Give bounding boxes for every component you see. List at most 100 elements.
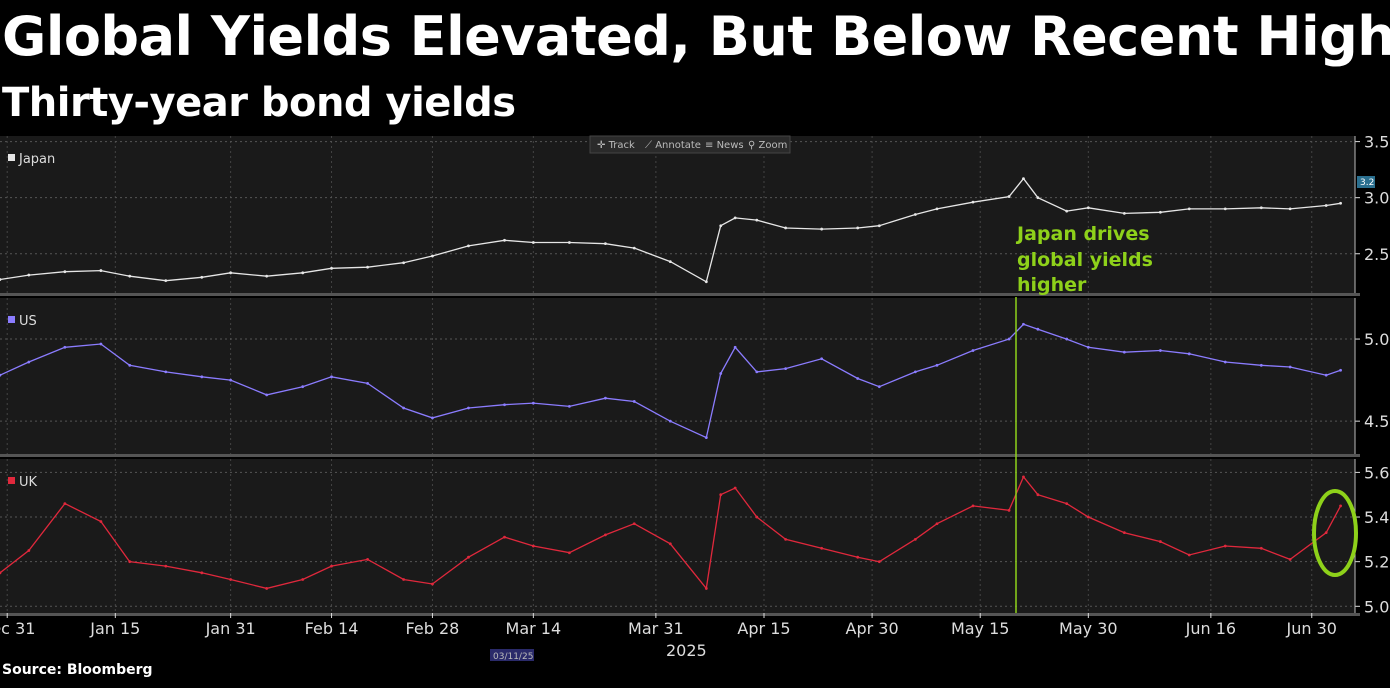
data-point [856,555,860,559]
x-tick-label: Mar 14 [506,619,562,638]
data-point [935,207,939,211]
x-tick-label: Apr 15 [737,619,790,638]
data-point [877,224,881,228]
data-point [531,401,535,405]
data-point [935,522,939,526]
chart-toolbar: ✛ Track ⟋ Annotate ≡ News ⚲ Zoom [589,135,791,154]
data-point [229,271,233,275]
data-point [1223,360,1227,364]
panel-separator [0,293,1360,296]
data-point [1065,502,1069,506]
zoom-button[interactable]: ⚲ Zoom [748,140,787,151]
source-label: Source: Bloomberg [2,662,153,678]
data-point [971,200,975,204]
data-point [604,242,607,246]
data-point [1259,546,1263,550]
y-tick-label: 2.5 [1364,245,1389,264]
legend-swatch [8,154,15,161]
data-point [668,419,672,423]
data-point [467,555,470,559]
data-point [1007,508,1011,512]
data-point [265,274,269,278]
data-point [164,564,168,568]
data-point [63,270,67,274]
data-point [1223,207,1227,211]
data-point [99,269,103,272]
data-point [503,403,506,407]
data-point [1288,558,1292,561]
x-tick-label: Jan 15 [89,619,140,638]
data-point [301,385,305,389]
panel-background [0,298,1355,454]
y-tick-label: 5.0 [1364,597,1389,616]
data-point [164,279,168,283]
data-point [531,544,535,548]
data-point [467,244,470,248]
chart-title: Global Yields Elevated, But Below Recent… [2,5,1390,68]
data-point [63,345,67,349]
y-tick-label: 5.6 [1364,463,1389,482]
data-point [1122,211,1126,215]
x-tick-label: Jun 30 [1286,619,1337,638]
year-label: 2025 [666,641,707,660]
data-point [431,582,434,586]
data-point [402,406,406,410]
data-point [301,271,305,275]
data-point [1288,365,1292,369]
annotate-button[interactable]: ⟋ Annotate [645,140,701,151]
data-point [200,275,204,279]
data-point [668,542,672,546]
annotation-line-1: Japan drives [1015,223,1150,245]
data-point [1324,204,1328,207]
track-button[interactable]: ✛ Track [597,140,635,151]
legend-label: Japan [18,152,55,167]
data-point [99,342,103,346]
data-point [1187,553,1191,557]
data-point [567,551,571,555]
data-point [632,246,636,250]
data-point [27,549,31,552]
data-point [200,571,204,575]
data-point [128,363,132,367]
x-tick-label: Jan 31 [205,619,256,638]
data-point [1086,206,1090,210]
data-point [1158,210,1162,214]
data-point [567,404,571,408]
data-point [1036,327,1040,331]
data-point [301,578,305,581]
date-marker: 03/11/25 [493,652,533,662]
data-point [1339,368,1342,372]
data-point [755,515,759,519]
data-point [503,535,506,539]
data-point [431,254,434,258]
data-point [820,357,824,361]
data-point [265,393,269,397]
data-point [1122,350,1126,354]
y-tick-label: 3.0 [1364,189,1389,208]
x-tick-label: Feb 28 [406,619,460,638]
annotation-line-2: global yields [1017,249,1153,271]
data-point [128,560,132,564]
x-tick-label: May 15 [951,619,1010,638]
data-point [784,367,788,371]
data-point [820,546,824,550]
data-point [719,372,723,375]
legend-label: US [19,314,37,329]
data-point [229,378,233,382]
data-point [99,520,103,523]
panel-background [0,136,1355,293]
data-point [1022,177,1025,181]
data-point [784,537,788,541]
data-point [366,558,369,561]
data-point [366,381,369,385]
data-point [1022,322,1025,326]
data-point [1065,209,1069,213]
data-point [402,578,406,581]
data-point [913,370,917,374]
news-button[interactable]: ≡ News [705,140,744,151]
data-point [733,345,737,349]
data-point [164,370,168,374]
data-point [668,260,672,263]
data-point [1288,207,1292,211]
data-point [63,502,67,506]
